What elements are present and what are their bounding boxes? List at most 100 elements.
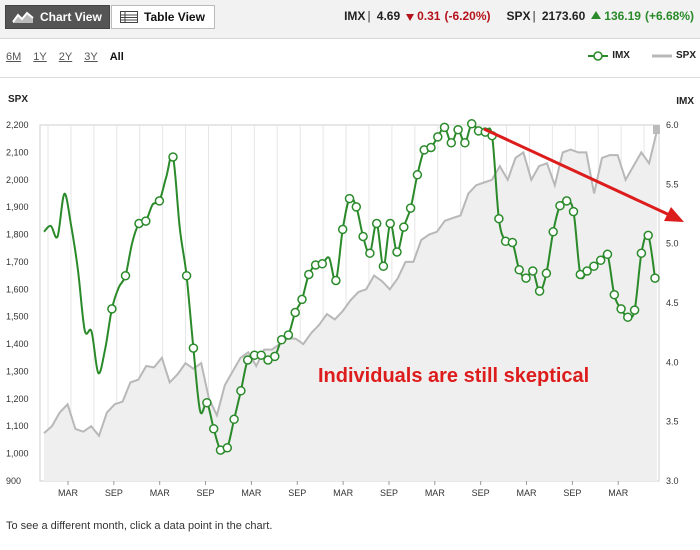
imx-data-point[interactable] <box>548 227 558 237</box>
imx-data-point[interactable] <box>344 193 355 204</box>
imx-data-point[interactable] <box>568 206 579 217</box>
x-tick-label: MAR <box>150 488 171 498</box>
chart-footnote: To see a different month, click a data p… <box>6 520 273 532</box>
range-3y[interactable]: 3Y <box>84 51 98 63</box>
imx-data-point[interactable] <box>399 222 409 232</box>
imx-data-point[interactable] <box>317 259 328 269</box>
imx-data-point[interactable] <box>120 270 131 281</box>
table-view-tab[interactable]: Table View <box>111 5 215 29</box>
imx-data-point[interactable] <box>256 350 266 360</box>
x-tick-label: MAR <box>608 488 629 498</box>
imx-data-point[interactable] <box>270 351 280 362</box>
legend-spx[interactable]: SPX <box>651 50 696 61</box>
imx-data-point[interactable] <box>595 255 606 266</box>
range-2y[interactable]: 2Y <box>58 51 73 63</box>
imx-data-point[interactable] <box>514 265 524 275</box>
imx-data-point[interactable] <box>623 312 633 322</box>
imx-data-point[interactable] <box>650 273 660 283</box>
spx-legend-icon <box>651 54 672 57</box>
x-tick-label: SEP <box>197 488 215 498</box>
imx-data-point[interactable] <box>276 335 287 345</box>
imx-data-point[interactable] <box>439 122 450 133</box>
left-tick-label: 900 <box>6 476 21 486</box>
chart-toolbar: Chart View Table View IMX | 4.69 0.31 (-… <box>0 0 700 39</box>
imx-data-point[interactable] <box>433 132 443 142</box>
right-axis-label: IMX <box>676 96 694 107</box>
imx-data-point[interactable] <box>616 304 626 314</box>
left-tick-label: 1,700 <box>6 257 29 267</box>
imx-data-point[interactable] <box>494 213 504 224</box>
imx-data-point[interactable] <box>412 170 423 180</box>
range-all[interactable]: All <box>109 51 124 63</box>
table-view-label: Table View <box>144 10 205 24</box>
imx-data-point[interactable] <box>629 305 640 315</box>
imx-data-point[interactable] <box>643 230 653 241</box>
x-tick-label: MAR <box>58 488 79 498</box>
imx-data-point[interactable] <box>107 304 117 314</box>
imx-data-point[interactable] <box>154 196 165 206</box>
imx-data-point[interactable] <box>358 231 368 242</box>
imx-data-point[interactable] <box>453 124 463 135</box>
imx-data-point[interactable] <box>602 249 613 260</box>
imx-data-point[interactable] <box>283 330 294 340</box>
imx-data-point[interactable] <box>528 266 538 276</box>
imx-data-point[interactable] <box>521 273 531 283</box>
imx-data-point[interactable] <box>460 138 470 148</box>
imx-data-point[interactable] <box>304 269 314 280</box>
imx-data-point[interactable] <box>351 202 362 212</box>
imx-data-point[interactable] <box>168 152 178 162</box>
left-tick-label: 2,000 <box>6 175 29 185</box>
imx-change-pct: (-6.20%) <box>444 9 491 23</box>
imx-data-point[interactable] <box>222 443 233 453</box>
imx-data-point[interactable] <box>561 196 572 206</box>
left-tick-label: 1,100 <box>6 421 29 431</box>
imx-data-point[interactable] <box>426 142 436 153</box>
imx-data-point[interactable] <box>181 270 192 281</box>
imx-data-point[interactable] <box>208 424 219 434</box>
imx-data-point[interactable] <box>385 218 395 229</box>
imx-data-point[interactable] <box>446 138 457 148</box>
imx-data-point[interactable] <box>236 386 246 396</box>
imx-data-point[interactable] <box>188 343 199 353</box>
imx-data-point[interactable] <box>371 218 382 229</box>
imx-data-point[interactable] <box>202 397 212 408</box>
imx-data-point[interactable] <box>337 224 348 235</box>
legend-spx-label: SPX <box>675 50 696 61</box>
imx-data-point[interactable] <box>609 289 620 300</box>
table-icon <box>120 11 138 23</box>
imx-data-point[interactable] <box>405 203 416 213</box>
imx-data-point[interactable] <box>297 294 307 305</box>
left-tick-label: 2,200 <box>6 120 29 130</box>
imx-data-point[interactable] <box>290 307 300 318</box>
x-tick-label: SEP <box>472 488 490 498</box>
range-1y[interactable]: 1Y <box>33 51 47 63</box>
legend-imx[interactable]: IMX <box>588 50 630 61</box>
imx-data-point[interactable] <box>365 248 375 258</box>
x-tick-label: SEP <box>380 488 398 498</box>
imx-data-point[interactable] <box>229 414 239 425</box>
chart-view-tab[interactable]: Chart View <box>5 5 110 29</box>
imx-data-point[interactable] <box>555 200 565 211</box>
spx-value: 2173.60 <box>541 9 586 23</box>
imx-data-point[interactable] <box>242 355 253 365</box>
right-tick-label: 3.5 <box>666 417 679 427</box>
imx-data-point[interactable] <box>541 268 552 279</box>
imx-data-point[interactable] <box>378 261 389 271</box>
scroll-handle <box>653 125 660 134</box>
left-tick-label: 1,500 <box>6 312 29 322</box>
spx-line <box>43 130 658 438</box>
imx-data-point[interactable] <box>582 266 592 276</box>
left-tick-label: 1,400 <box>6 339 29 349</box>
imx-data-point[interactable] <box>507 237 518 248</box>
imx-data-point[interactable] <box>534 286 545 296</box>
imx-data-point[interactable] <box>331 275 341 286</box>
imx-data-point[interactable] <box>589 261 599 271</box>
imx-data-point[interactable] <box>636 248 647 258</box>
imx-data-point[interactable] <box>466 119 477 129</box>
spx-symbol: SPX <box>506 9 531 23</box>
header-divider <box>0 77 700 78</box>
imx-data-point[interactable] <box>141 216 151 226</box>
x-tick-label: MAR <box>241 488 262 498</box>
imx-data-point[interactable] <box>392 247 402 257</box>
range-6m[interactable]: 6M <box>6 51 22 63</box>
